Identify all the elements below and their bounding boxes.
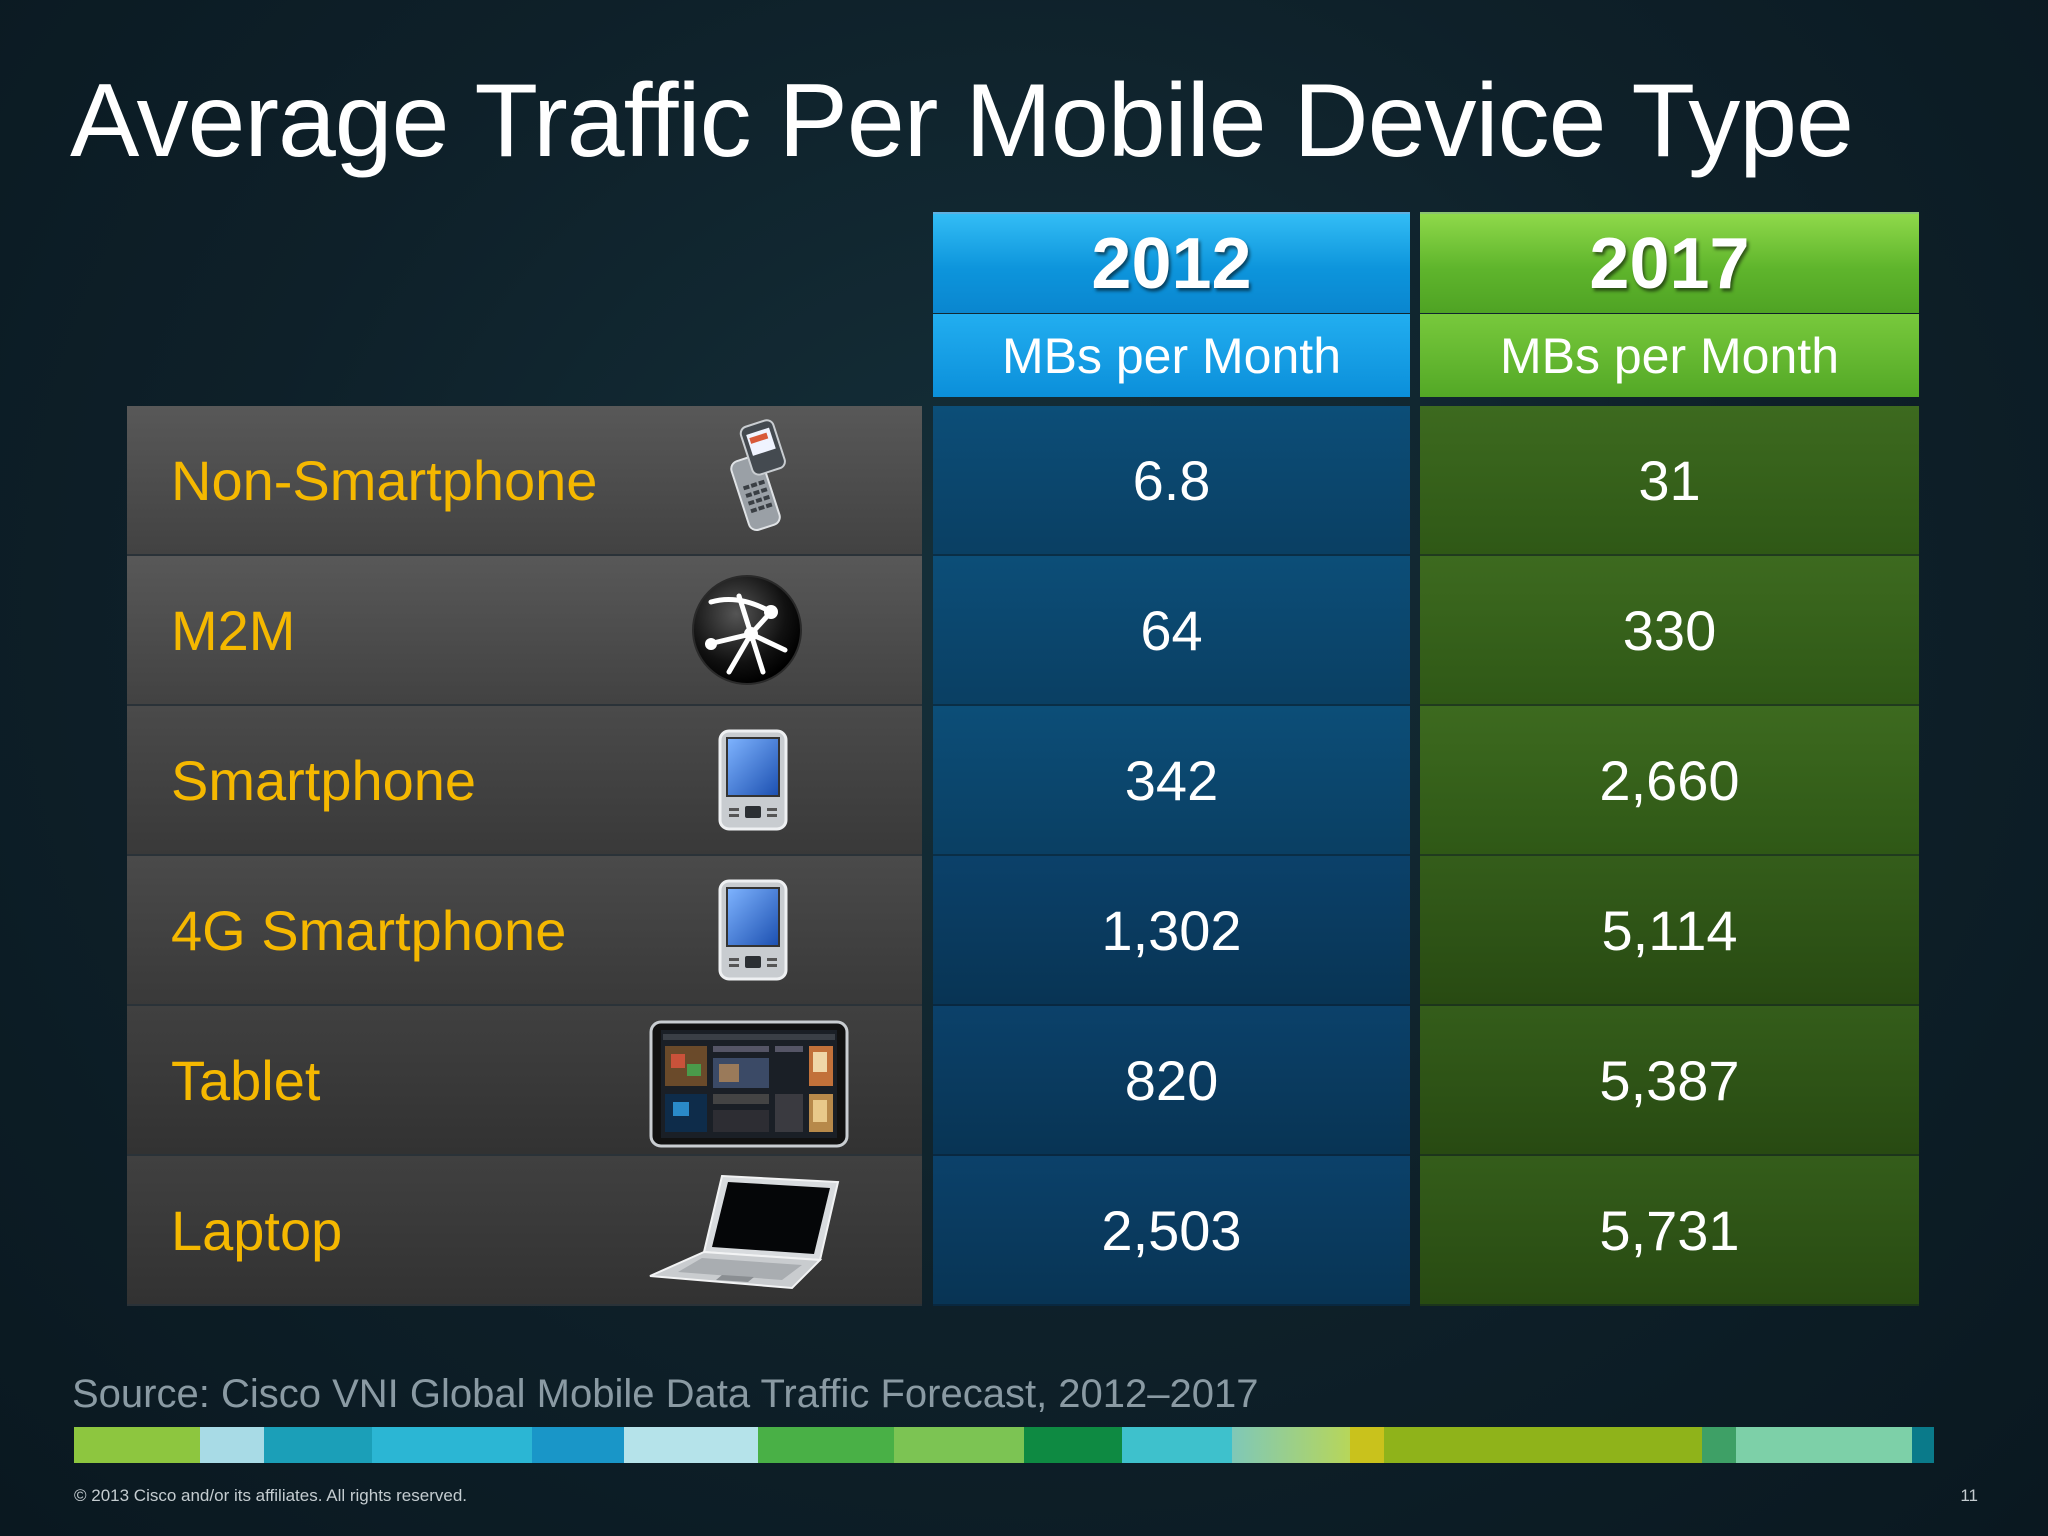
laptop-icon bbox=[649, 1174, 840, 1290]
value-2012: 64 bbox=[933, 556, 1410, 706]
value-2012: 2,503 bbox=[933, 1156, 1410, 1306]
device-cell: Smartphone bbox=[127, 706, 922, 856]
device-label: Tablet bbox=[171, 1048, 321, 1112]
device-label: Non-Smartphone bbox=[171, 448, 598, 512]
smartphone-icon bbox=[718, 729, 788, 831]
device-cell: Laptop bbox=[127, 1156, 922, 1306]
stripe-segment bbox=[200, 1427, 264, 1463]
device-label: M2M bbox=[171, 598, 296, 662]
stripe-segment bbox=[1350, 1427, 1384, 1463]
copyright-notice: © 2013 Cisco and/or its affiliates. All … bbox=[74, 1486, 468, 1505]
table-row: Laptop 2,503 5,731 bbox=[127, 1156, 1919, 1306]
table-row: Non-Smartphone 6.8 31 bbox=[127, 406, 1919, 556]
stripe-segment bbox=[1912, 1427, 1934, 1463]
source-note: Source: Cisco VNI Global Mobile Data Tra… bbox=[72, 1372, 1259, 1416]
network-globe-icon bbox=[692, 575, 802, 685]
stripe-segment bbox=[1024, 1427, 1122, 1463]
page-title: Average Traffic Per Mobile Device Type bbox=[70, 63, 1854, 179]
value-2012: 342 bbox=[933, 706, 1410, 856]
device-cell: M2M bbox=[127, 556, 922, 706]
device-label: Laptop bbox=[171, 1198, 343, 1262]
value-2012: 6.8 bbox=[933, 406, 1410, 556]
color-stripe bbox=[74, 1427, 1974, 1463]
value-2017: 5,387 bbox=[1420, 1006, 1919, 1156]
value-2012: 1,302 bbox=[933, 856, 1410, 1006]
stripe-segment bbox=[624, 1427, 758, 1463]
table-row: 4G Smartphone 1,302 5,114 bbox=[127, 856, 1919, 1006]
stripe-segment bbox=[1384, 1427, 1702, 1463]
stripe-segment bbox=[74, 1427, 200, 1463]
device-cell: 4G Smartphone bbox=[127, 856, 922, 1006]
flip-phone-icon bbox=[730, 419, 786, 532]
header-unit-2017: MBs per Month bbox=[1420, 314, 1919, 397]
stripe-segment bbox=[532, 1427, 624, 1463]
value-2017: 31 bbox=[1420, 406, 1919, 556]
value-2017: 2,660 bbox=[1420, 706, 1919, 856]
device-cell: Non-Smartphone bbox=[127, 406, 922, 556]
device-cell: Tablet bbox=[127, 1006, 922, 1156]
stripe-segment bbox=[758, 1427, 894, 1463]
tablet-icon bbox=[649, 1020, 849, 1148]
table-row: Tablet bbox=[127, 1006, 1919, 1156]
page-number: 11 bbox=[1960, 1486, 1978, 1505]
header-year-2012: 2012 bbox=[933, 212, 1410, 313]
value-2017: 5,731 bbox=[1420, 1156, 1919, 1306]
stripe-segment bbox=[1122, 1427, 1232, 1463]
data-table: Non-Smartphone 6.8 31 bbox=[127, 406, 1919, 1306]
header-unit-2012: MBs per Month bbox=[933, 314, 1410, 397]
stripe-segment bbox=[1232, 1427, 1350, 1463]
device-label: Smartphone bbox=[171, 748, 477, 812]
stripe-segment bbox=[1736, 1427, 1912, 1463]
smartphone-icon bbox=[718, 879, 788, 981]
table-row: M2M bbox=[127, 556, 1919, 706]
stripe-segment bbox=[894, 1427, 1024, 1463]
value-2012: 820 bbox=[933, 1006, 1410, 1156]
table-row: Smartphone 342 2,660 bbox=[127, 706, 1919, 856]
stripe-segment bbox=[1702, 1427, 1736, 1463]
header-year-2017: 2017 bbox=[1420, 212, 1919, 313]
value-2017: 5,114 bbox=[1420, 856, 1919, 1006]
stripe-segment bbox=[372, 1427, 532, 1463]
device-label: 4G Smartphone bbox=[171, 898, 567, 962]
value-2017: 330 bbox=[1420, 556, 1919, 706]
stripe-segment bbox=[264, 1427, 372, 1463]
